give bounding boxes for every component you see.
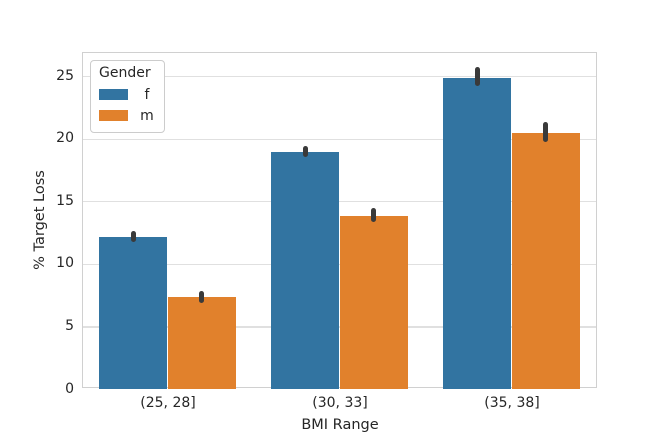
error-bar-f-1: [302, 145, 308, 157]
x-axis-label: BMI Range: [301, 417, 379, 433]
legend-title: Gender: [99, 65, 151, 81]
x-tick-label-0: (25, 28]: [140, 394, 196, 411]
y-tick-label-25: 25: [56, 67, 74, 84]
legend-row-m: m: [99, 105, 154, 126]
error-bar-f-2: [474, 66, 480, 86]
bar-f-1: [270, 151, 340, 390]
x-tick-label-1: (30, 33]: [312, 394, 368, 411]
gridline-y-15: [83, 201, 596, 203]
error-bar-m-0: [199, 290, 205, 304]
y-tick-label-5: 5: [65, 317, 74, 334]
bar-f-0: [98, 236, 168, 390]
bar-m-2: [511, 133, 581, 390]
y-tick-label-0: 0: [65, 380, 74, 397]
error-bar-f-0: [130, 230, 136, 242]
bar-m-1: [339, 215, 409, 390]
legend-swatch-f: [99, 89, 128, 100]
legend-swatch-m: [99, 110, 128, 121]
error-bar-m-1: [371, 208, 377, 222]
bar-m-0: [167, 296, 237, 390]
y-tick-label-10: 10: [56, 255, 74, 272]
plot-area: [82, 52, 597, 390]
gridline-y-20: [83, 138, 596, 140]
legend-row-f: f: [99, 84, 154, 105]
gridline-y-25: [83, 76, 596, 78]
legend-label-f: f: [144, 86, 150, 103]
error-bar-m-2: [543, 121, 549, 142]
legend-label-m: m: [140, 107, 154, 124]
bar-f-2: [442, 78, 512, 390]
y-tick-label-20: 20: [56, 130, 74, 147]
x-tick-label-2: (35, 38]: [484, 394, 540, 411]
y-tick-label-15: 15: [56, 192, 74, 209]
